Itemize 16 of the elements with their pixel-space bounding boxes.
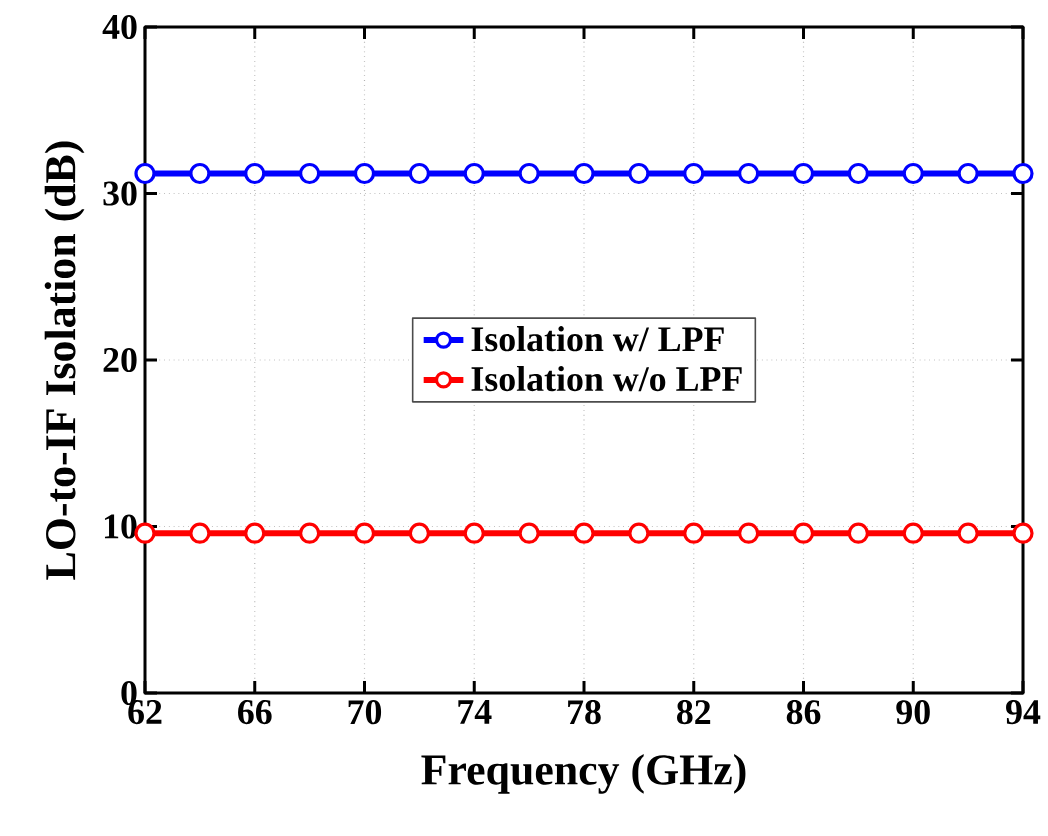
x-tick-label: 70 [348,700,382,725]
y-tick-label: 10 [104,514,137,539]
y-axis-title: LO-to-IF Isolation (dB) [44,141,85,580]
y-tick-label: 20 [103,347,137,373]
x-tick-label: 86 [786,700,821,725]
y-tick-label: 40 [102,14,137,40]
x-tick-label: 78 [568,700,601,725]
x-tick-label: 90 [896,700,930,725]
legend-label: Isolation w/ LPF [471,326,724,352]
y-tick-label: 30 [103,181,137,206]
x-tick-label: 82 [677,700,711,725]
x-axis-title: Frequency (GHz) [421,753,746,794]
legend-label: Isolation w/o LPF [471,365,742,392]
x-tick-label: 74 [458,700,492,724]
x-tick-label: 94 [1006,700,1041,725]
x-tick-label: 66 [238,700,272,725]
